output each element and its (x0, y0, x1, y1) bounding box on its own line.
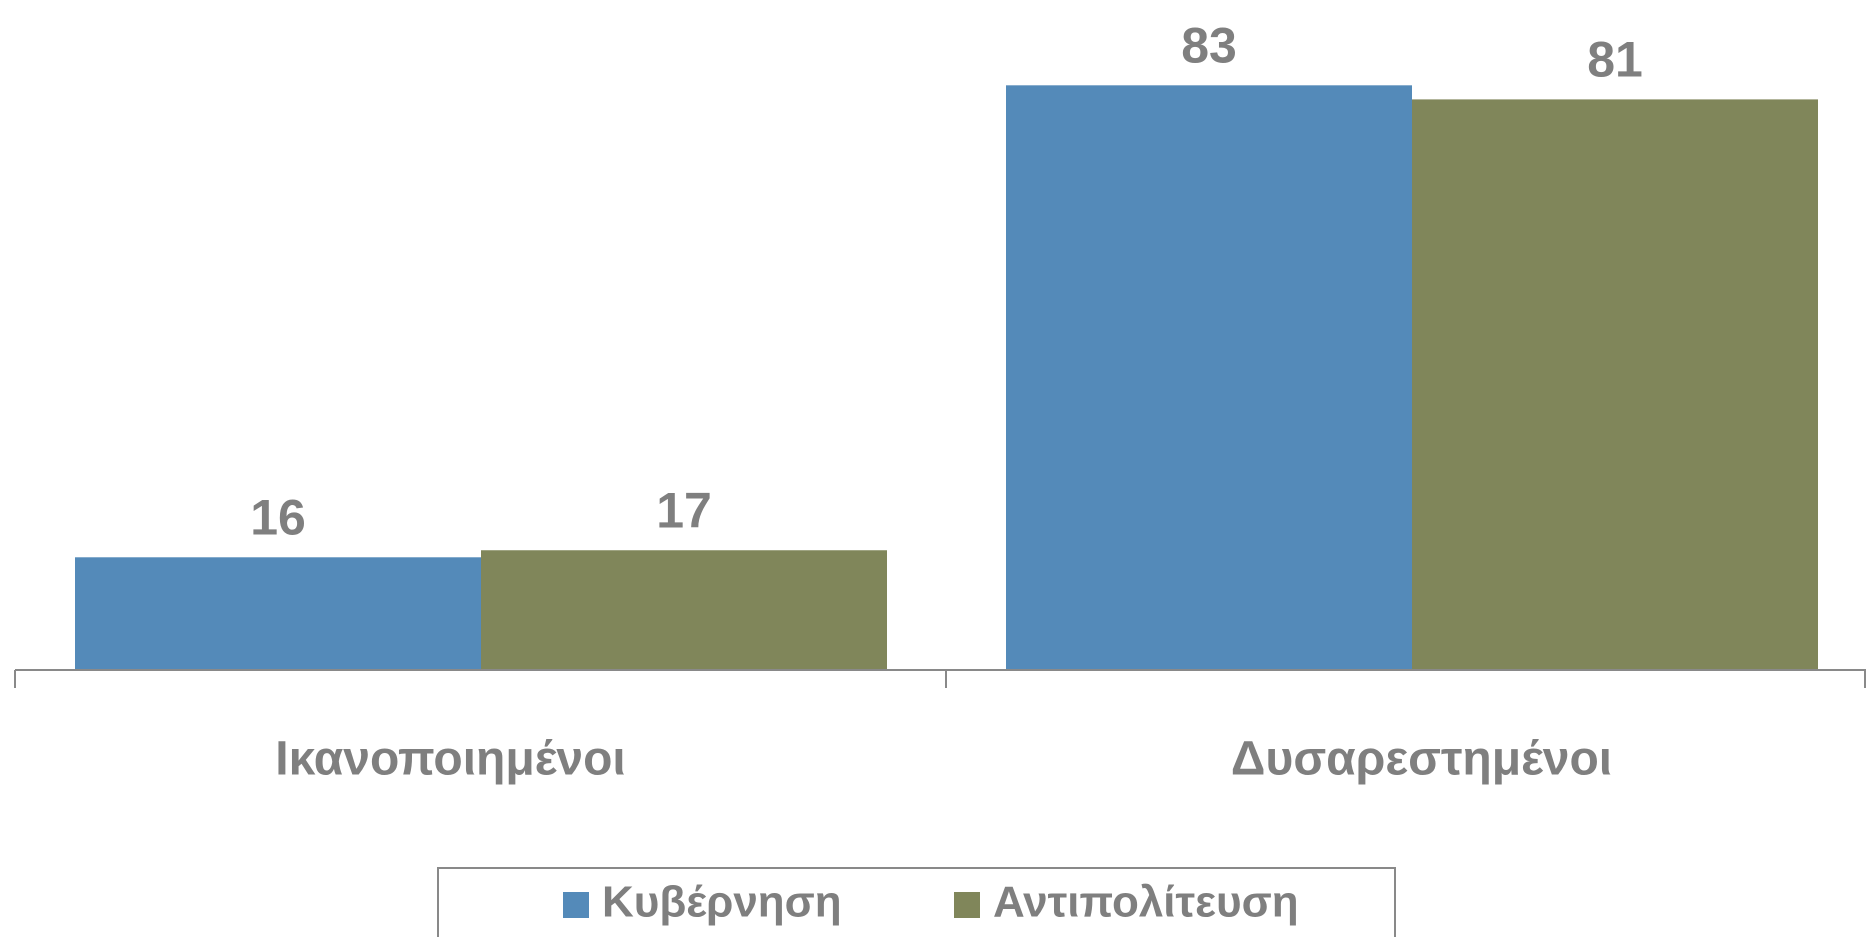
legend-label: Κυβέρνηση (602, 878, 842, 927)
x-tick-label: Δυσαρεστημένοι (1231, 733, 1612, 786)
data-label: 17 (656, 482, 712, 538)
x-tick-label: Ικανοποιημένοι (275, 733, 625, 786)
legend-swatch (954, 892, 980, 918)
legend-box (437, 867, 1396, 937)
bar (75, 557, 481, 670)
bar (1412, 99, 1818, 670)
data-label: 83 (1181, 18, 1237, 74)
data-label: 16 (250, 489, 306, 545)
bar (481, 550, 887, 670)
legend-label: Αντιπολίτευση (993, 878, 1299, 927)
legend-swatch (563, 892, 589, 918)
data-label: 81 (1587, 32, 1643, 88)
bar (1006, 85, 1412, 671)
